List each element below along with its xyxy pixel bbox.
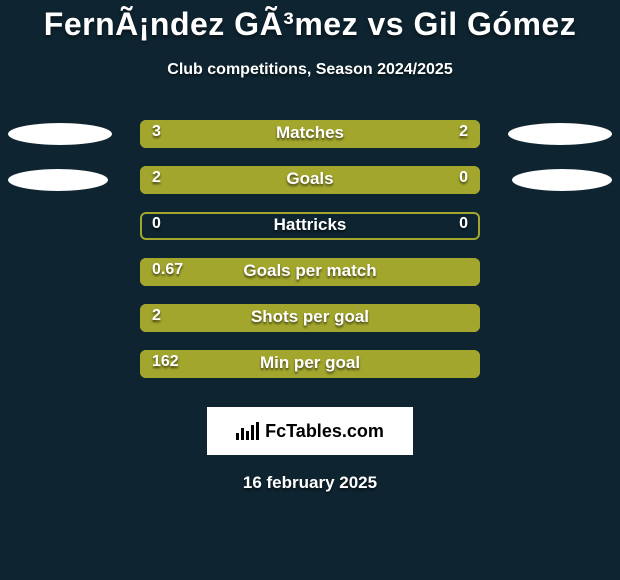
stat-bar-left (140, 350, 480, 378)
bars-icon (236, 422, 259, 440)
player-left-badge (8, 169, 108, 191)
date-text: 16 february 2025 (0, 473, 620, 493)
stat-bar-left (140, 258, 480, 286)
page-title: FernÃ¡ndez GÃ³mez vs Gil Gómez (0, 0, 620, 43)
stat-bar-left (140, 304, 480, 332)
stat-row: 20Goals (0, 157, 620, 203)
stat-bar-track (140, 212, 480, 240)
player-left-badge (8, 123, 112, 145)
stat-bar-left (140, 120, 344, 148)
logo-text: FcTables.com (265, 421, 384, 442)
stat-bar-track (140, 350, 480, 378)
stat-bar-track (140, 120, 480, 148)
stat-row: 2Shots per goal (0, 295, 620, 341)
stat-bar-right (344, 120, 480, 148)
stat-row: 00Hattricks (0, 203, 620, 249)
player-right-badge (508, 123, 612, 145)
stat-row: 0.67Goals per match (0, 249, 620, 295)
stat-row: 32Matches (0, 111, 620, 157)
stat-row: 162Min per goal (0, 341, 620, 387)
stats-container: 32Matches20Goals00Hattricks0.67Goals per… (0, 111, 620, 387)
stat-bar-left (140, 166, 402, 194)
fctables-logo: FcTables.com (207, 407, 413, 455)
stat-bar-track (140, 258, 480, 286)
stat-bar-track (140, 166, 480, 194)
page-subtitle: Club competitions, Season 2024/2025 (0, 61, 620, 79)
player-right-badge (512, 169, 612, 191)
stat-bar-track (140, 304, 480, 332)
stat-bar-right (402, 166, 480, 194)
